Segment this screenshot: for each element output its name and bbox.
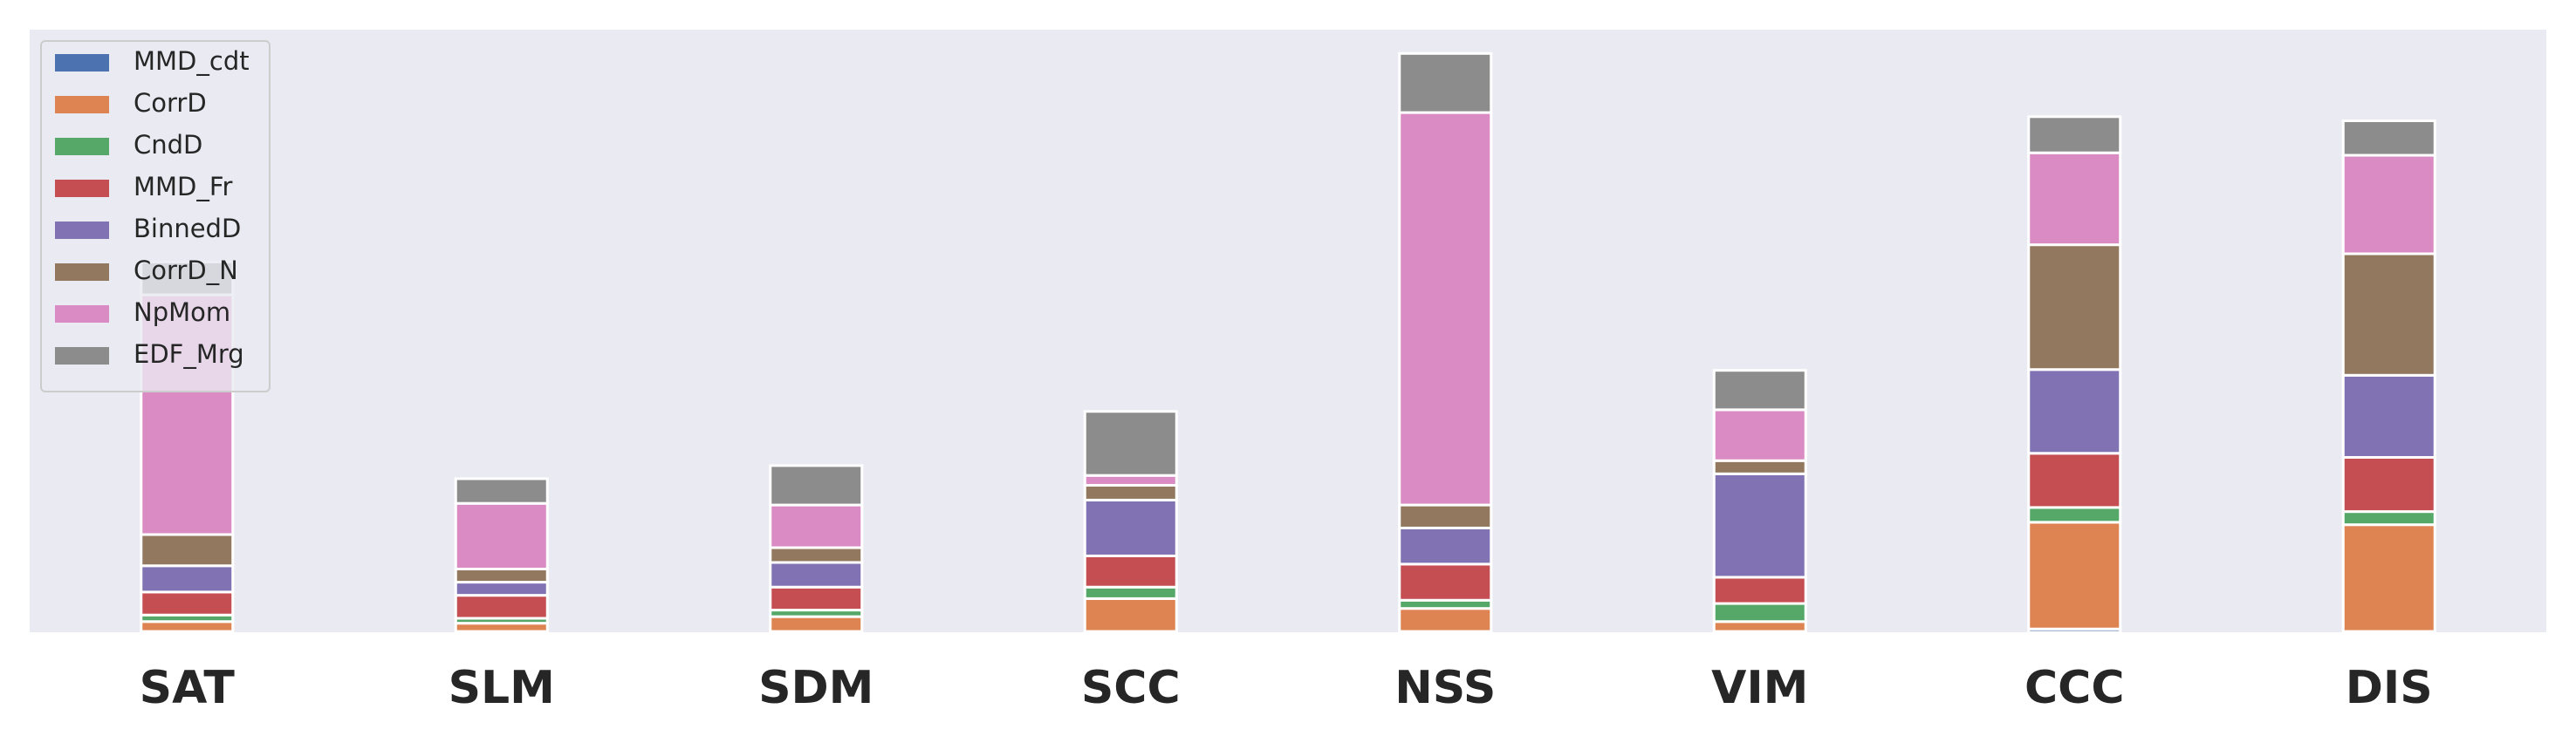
x-tick-label: SCC	[1081, 662, 1181, 714]
bar-segment	[1712, 459, 1807, 475]
bar-segment	[454, 594, 549, 620]
bar-segment	[1083, 596, 1178, 633]
legend-frame	[40, 40, 271, 392]
bar-segment	[1712, 602, 1807, 624]
legend-swatch	[55, 263, 109, 281]
legend-label: NpMom	[134, 297, 230, 327]
legend-label: CorrD	[134, 88, 207, 118]
bar-segment	[1398, 503, 1493, 529]
bar-segment	[1712, 369, 1807, 412]
bar-segment	[769, 464, 864, 507]
bar-segment	[1398, 562, 1493, 602]
bar-segment	[140, 533, 235, 568]
x-tick-label: SAT	[140, 662, 236, 714]
x-tick-label: NSS	[1394, 662, 1496, 714]
bar-segment	[2341, 510, 2436, 527]
bar-segment	[1398, 111, 1493, 507]
bar-segment	[2027, 243, 2122, 372]
bar-segment	[769, 615, 864, 633]
legend-label: MMD_Fr	[134, 172, 232, 201]
bar-segment	[1083, 498, 1178, 557]
bar-segment	[1712, 408, 1807, 462]
bar-segment	[2027, 521, 2122, 631]
bar-segment	[140, 620, 235, 633]
bar-segment	[454, 581, 549, 597]
bar-segment	[2341, 373, 2436, 459]
x-tick-label: SDM	[758, 662, 874, 714]
legend-label: EDF_Mrg	[134, 339, 244, 369]
bar-segment	[2027, 452, 2122, 509]
bar-segment	[1083, 410, 1178, 477]
bar-segment	[140, 590, 235, 617]
bar-segment	[2341, 455, 2436, 514]
legend-swatch	[55, 54, 109, 72]
bar-segment	[2341, 252, 2436, 377]
bar-segment	[769, 561, 864, 589]
bar-segment	[1083, 483, 1178, 501]
bar-segment	[2027, 506, 2122, 524]
bar-segment	[769, 546, 864, 564]
legend-swatch	[55, 305, 109, 323]
legend-swatch	[55, 222, 109, 239]
legend-label: BinnedD	[134, 214, 241, 243]
bar-segment	[2027, 115, 2122, 154]
x-tick-label: DIS	[2346, 662, 2433, 714]
legend-swatch	[55, 180, 109, 197]
bar-segment	[454, 501, 549, 571]
legend: MMD_cdt CorrD CndD MMD_Fr BinnedD CorrD_N NpMo…	[40, 40, 271, 392]
bar-segment	[2341, 523, 2436, 633]
x-tick-label: SLM	[449, 662, 555, 714]
bar-segment	[769, 585, 864, 612]
legend-label: CorrD_N	[134, 256, 238, 285]
bar-segment	[1712, 576, 1807, 605]
x-tick-label: VIM	[1711, 662, 1808, 714]
bar-segment	[454, 477, 549, 505]
bar-segment	[1712, 472, 1807, 579]
bar-segment	[769, 503, 864, 549]
bar-segment	[140, 564, 235, 594]
bar-segment	[2027, 368, 2122, 455]
plot-background	[30, 30, 2546, 632]
legend-label: MMD_cdt	[134, 46, 250, 76]
legend-label: CndD	[134, 130, 202, 160]
bar-segment	[1398, 526, 1493, 566]
bar-segment	[454, 568, 549, 584]
bar-segment	[1398, 51, 1493, 114]
bar-segment	[2341, 153, 2436, 256]
bar-segment	[2027, 151, 2122, 247]
bar-segment	[1712, 620, 1807, 633]
legend-swatch	[55, 138, 109, 155]
bar-segment	[1083, 474, 1178, 487]
x-tick-label: CCC	[2024, 662, 2125, 714]
bar-segment	[1398, 607, 1493, 633]
legend-swatch	[55, 96, 109, 113]
bar-segment	[1083, 554, 1178, 589]
legend-swatch	[55, 347, 109, 365]
bar-segment	[2341, 119, 2436, 157]
bar-segment	[1083, 585, 1178, 600]
